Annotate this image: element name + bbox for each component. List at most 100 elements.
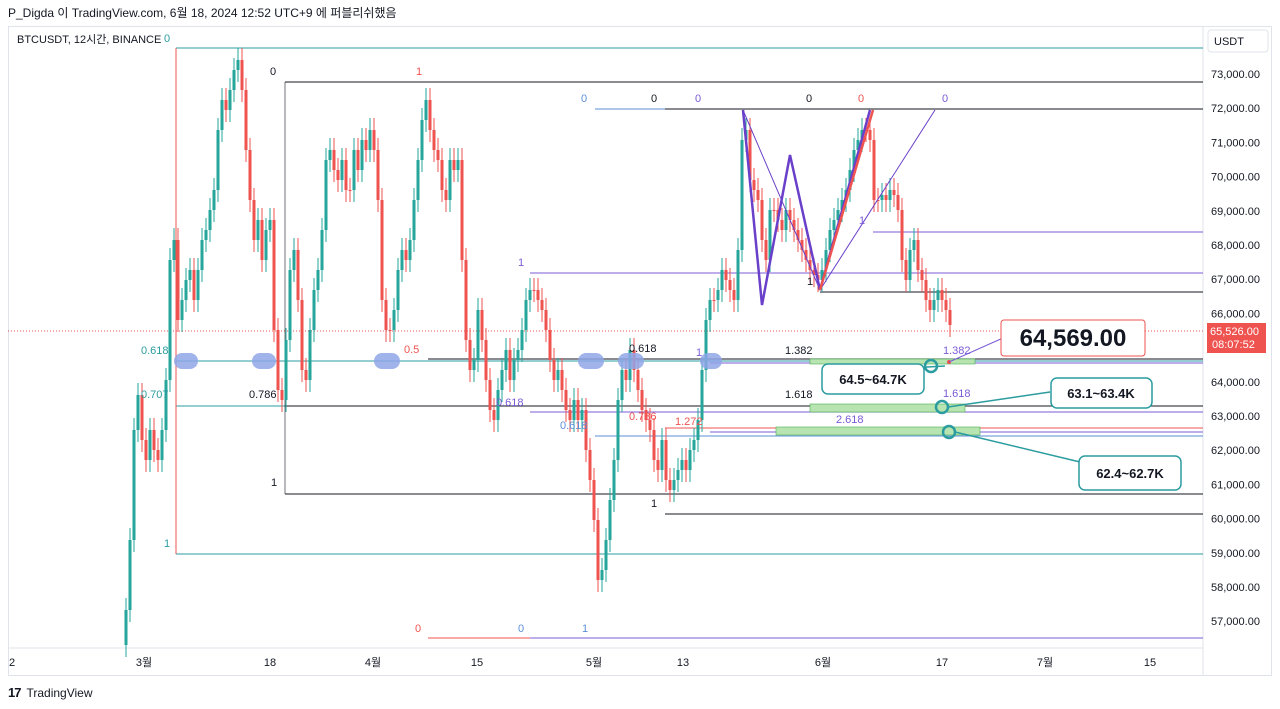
candle-body [760,200,764,240]
fib-label: 0 [806,93,812,105]
candle-body [544,310,548,330]
candle-body [768,210,772,260]
price-tick: 69,000.00 [1211,206,1260,218]
candle-body [540,300,544,310]
time-axis[interactable]: 2 3월 18 4월 15 5월 13 6월 17 7월 15 [9,656,1156,669]
candle-body [220,100,224,130]
candle-body [908,250,912,280]
callout-pointer [948,337,1004,363]
candle-body [732,290,736,300]
fib-label: 1 [416,66,422,78]
candle-body [900,210,904,260]
unit-button-label[interactable]: USDT [1214,36,1244,48]
fib-label: 0 [942,93,948,105]
price-tick: 59,000.00 [1211,548,1260,560]
chart-frame[interactable] [8,26,1272,676]
time-tick: 13 [677,657,689,669]
unit-button[interactable] [1207,29,1269,53]
candle-body [344,160,348,190]
candle-body [700,370,704,420]
callout-zone-3-text: 62.4~62.7K [1096,466,1164,481]
candle-body [552,360,556,380]
candle-body [484,340,488,380]
candle-body [648,420,652,430]
support-oval [252,353,276,369]
candle-body [736,250,740,300]
support-oval [618,353,644,369]
candle-body [564,390,568,410]
candle-body [472,360,476,370]
time-tick: 3월 [136,656,152,669]
fib-label: 0.5 [404,344,419,356]
candle-body [500,370,504,390]
candle-body [604,540,608,570]
candle-body [440,160,444,190]
candle-body [676,470,680,480]
candle-body [260,220,264,260]
candle-body [576,400,580,420]
fib-label: 1 [859,215,865,227]
candle-body [176,240,180,320]
candle-body [880,195,884,200]
candle-body [616,400,620,460]
brand-name: TradingView [26,686,93,700]
pattern-leg [742,109,821,291]
candle-body [300,300,304,370]
candle-body [376,150,380,200]
candle-body [716,290,720,300]
candle-body [740,140,744,250]
fib-label: 0 [270,66,276,78]
fib-label: 0.786 [249,389,277,401]
candle-body [168,260,172,380]
callout-zone-2-box [1050,377,1153,409]
price-tick: 72,000.00 [1211,103,1260,115]
candle-body [156,450,160,460]
fib-label: 0.618 [629,343,657,355]
candle-body [708,300,712,320]
candle-body [896,195,900,210]
fib-label: 1.618 [943,388,971,400]
candle-body [140,395,144,440]
time-tick: 5월 [586,656,602,669]
candle-body [512,360,516,380]
time-tick: 7월 [1037,656,1053,669]
candle-body [448,160,452,200]
candle-body [764,240,768,260]
candle-body [568,410,572,420]
candle-body [292,250,296,270]
symbol-legend[interactable]: BTCUSDT, 12시간, BINANCE [17,33,161,46]
candle-body [520,330,524,350]
candle-body [496,390,500,420]
candle-body [888,190,892,200]
candle-body [384,300,388,330]
candle-body [924,280,928,300]
time-tick: 17 [936,657,948,669]
candle-body [556,370,560,380]
fib-label: 1 [807,276,813,288]
candle-body [244,90,248,150]
candle-body [756,190,760,200]
candle-body [492,410,496,420]
candle-body [276,330,280,390]
candle-body [128,540,132,610]
candle-body [664,440,668,480]
candle-body [688,450,692,470]
candle-body [132,430,136,540]
candle-body [808,260,812,270]
candle-body [528,290,532,300]
symbol-zero-label: 0 [164,33,170,45]
candle-body [696,420,700,440]
support-oval [174,353,198,369]
candle-body [580,410,584,420]
fib-label: 0.618 [496,397,524,409]
candle-body [596,520,600,580]
candle-body [428,100,432,130]
callout-main: 64,569.00 [1000,319,1146,357]
time-tick: 6월 [815,656,831,669]
candle-body [336,170,340,180]
candle-body [452,160,456,170]
candle-body [836,210,840,220]
candle-body [584,410,588,450]
candle-body [600,570,604,580]
